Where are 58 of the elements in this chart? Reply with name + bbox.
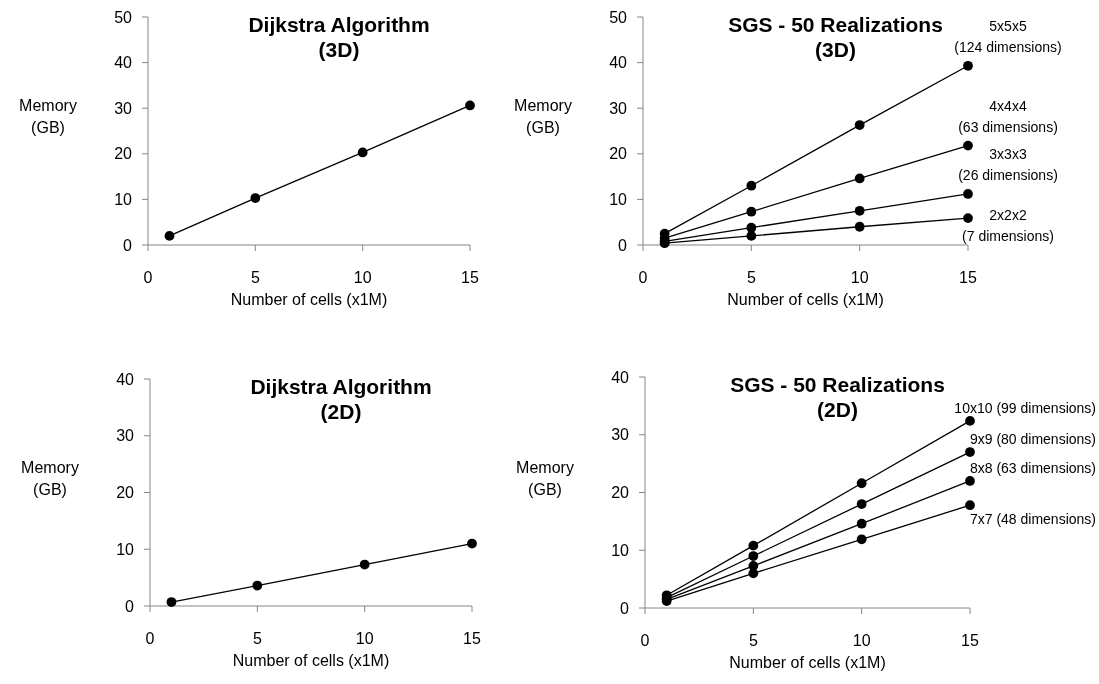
series-label: 9x9 (80 dimensions) <box>969 431 1096 448</box>
y-tick-label: 20 <box>116 484 135 502</box>
x-tick-label: 10 <box>852 632 871 649</box>
x-tick-label: 10 <box>353 269 372 286</box>
x-tick-label: 5 <box>250 269 260 286</box>
y-tick-label: 20 <box>114 145 133 163</box>
y-axis-title: Memory (GB) <box>21 458 79 498</box>
x-axis-title: Number of cells (x1M) <box>729 654 886 671</box>
y-tick-label: 30 <box>609 99 628 117</box>
y-tick-label: 30 <box>114 99 133 117</box>
y-tick-label: 0 <box>123 236 133 254</box>
x-tick-label: 0 <box>143 269 153 286</box>
series-label: 7x7 (48 dimensions) <box>969 511 1096 528</box>
y-tick-label: 30 <box>611 426 630 444</box>
chart-title: Dijkstra Algorithm (3D) <box>248 13 430 62</box>
x-tick-label: 15 <box>461 269 479 286</box>
y-tick-label: 10 <box>116 540 135 558</box>
y-tick-label: 40 <box>609 54 628 72</box>
y-axis-title: Memory (GB) <box>514 97 572 137</box>
y-axis-title: Memory (GB) <box>19 97 77 137</box>
series-label: 2x2x2 (7 dimensions) <box>962 207 1054 245</box>
x-tick-label: 5 <box>746 269 756 286</box>
x-tick-label: 5 <box>252 630 262 647</box>
x-tick-label: 0 <box>640 632 650 649</box>
chart-title: SGS - 50 Realizations (2D) <box>730 373 945 422</box>
x-tick-label: 15 <box>463 630 481 647</box>
x-tick-label: 10 <box>355 630 374 647</box>
series-label: 8x8 (63 dimensions) <box>969 459 1096 476</box>
y-tick-label: 50 <box>114 8 133 26</box>
x-tick-label: 5 <box>748 632 758 649</box>
x-tick-label: 10 <box>850 269 869 286</box>
y-tick-label: 40 <box>114 54 133 72</box>
y-tick-label: 0 <box>620 599 630 617</box>
series-label: 4x4x4 (63 dimensions) <box>958 97 1058 135</box>
y-tick-label: 20 <box>609 145 628 163</box>
chart-title: SGS - 50 Realizations (3D) <box>728 13 943 62</box>
y-tick-label: 40 <box>611 368 630 386</box>
series-label: 3x3x3 (26 dimensions) <box>958 145 1058 183</box>
y-tick-label: 10 <box>611 541 630 559</box>
x-axis-title: Number of cells (x1M) <box>230 291 388 308</box>
x-axis-title: Number of cells (x1M) <box>232 652 390 669</box>
series-label: 5x5x5 (124 dimensions) <box>954 17 1062 55</box>
y-axis-title: Memory (GB) <box>516 458 574 498</box>
x-tick-label: 0 <box>145 630 155 647</box>
y-tick-label: 50 <box>609 8 628 26</box>
x-tick-label: 15 <box>961 632 979 649</box>
x-tick-label: 15 <box>959 269 977 286</box>
series-label: 10x10 (99 dimensions) <box>954 399 1096 416</box>
x-tick-label: 0 <box>638 269 648 286</box>
y-tick-label: 10 <box>114 191 133 208</box>
y-tick-label: 20 <box>611 484 630 502</box>
y-tick-label: 10 <box>609 191 628 208</box>
y-tick-label: 40 <box>116 370 135 388</box>
y-tick-label: 0 <box>618 236 628 254</box>
chart-title: Dijkstra Algorithm (2D) <box>250 375 432 424</box>
y-tick-label: 30 <box>116 427 135 445</box>
y-tick-label: 0 <box>125 597 135 615</box>
x-axis-title: Number of cells (x1M) <box>727 291 884 308</box>
